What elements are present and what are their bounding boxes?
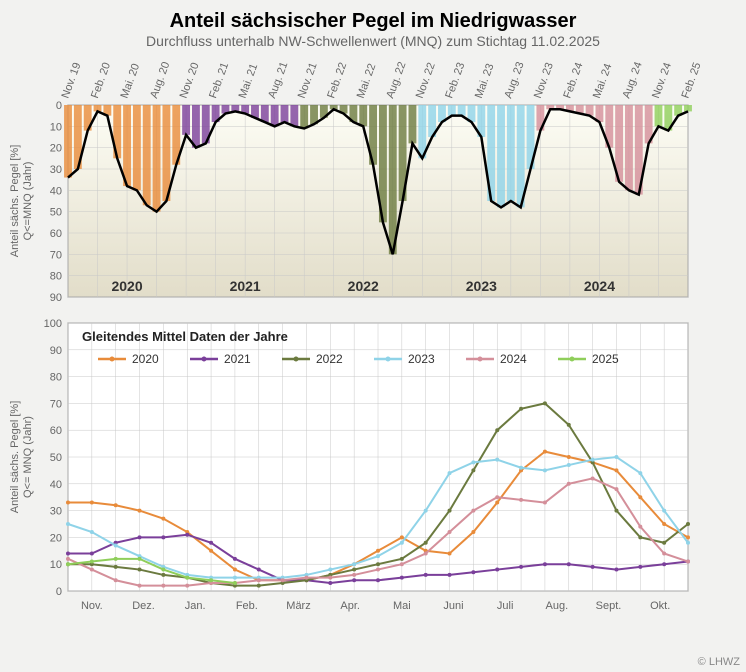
svg-text:90: 90 <box>50 345 62 357</box>
svg-text:Nov. 21: Nov. 21 <box>296 61 320 100</box>
svg-text:80: 80 <box>50 271 62 283</box>
svg-text:30: 30 <box>50 506 62 518</box>
svg-text:2025: 2025 <box>592 352 619 366</box>
svg-text:40: 40 <box>50 185 62 197</box>
svg-text:2021: 2021 <box>230 278 261 294</box>
svg-text:80: 80 <box>50 372 62 384</box>
svg-text:2022: 2022 <box>316 352 343 366</box>
svg-text:90: 90 <box>50 292 62 304</box>
svg-text:2020: 2020 <box>111 278 142 294</box>
svg-text:Sept.: Sept. <box>596 600 622 612</box>
svg-text:2024: 2024 <box>500 352 527 366</box>
svg-text:Nov. 20: Nov. 20 <box>178 61 202 100</box>
svg-text:März: März <box>286 600 310 612</box>
svg-text:40: 40 <box>50 479 62 491</box>
svg-text:Anteil sächs. Pegel [%]: Anteil sächs. Pegel [%] <box>9 145 21 258</box>
svg-text:Aug. 22: Aug. 22 <box>384 60 408 100</box>
svg-text:10: 10 <box>50 559 62 571</box>
svg-text:20: 20 <box>50 143 62 155</box>
svg-text:2023: 2023 <box>466 278 497 294</box>
svg-text:70: 70 <box>50 249 62 261</box>
svg-text:Mai: Mai <box>393 600 411 612</box>
svg-text:Mai. 23: Mai. 23 <box>473 62 497 100</box>
svg-text:Feb. 20: Feb. 20 <box>89 61 113 100</box>
svg-text:Mai. 20: Mai. 20 <box>119 62 143 100</box>
chart-title: Anteil sächsischer Pegel im Niedrigwasse… <box>0 0 746 33</box>
svg-text:70: 70 <box>50 398 62 410</box>
svg-text:Nov. 22: Nov. 22 <box>414 61 438 100</box>
svg-text:60: 60 <box>50 228 62 240</box>
svg-text:Aug. 20: Aug. 20 <box>148 60 172 100</box>
svg-text:Juni: Juni <box>443 600 463 612</box>
svg-text:Feb. 24: Feb. 24 <box>561 61 585 100</box>
svg-text:2024: 2024 <box>584 278 615 294</box>
svg-text:Aug.: Aug. <box>546 600 569 612</box>
svg-text:Q<=MNQ (Jahr): Q<=MNQ (Jahr) <box>22 162 34 241</box>
svg-text:Feb. 22: Feb. 22 <box>325 61 349 100</box>
svg-text:0: 0 <box>56 586 62 598</box>
svg-text:Dez.: Dez. <box>132 600 155 612</box>
svg-text:Mai. 24: Mai. 24 <box>591 62 615 100</box>
svg-text:Anteil sächs. Pegel [%]: Anteil sächs. Pegel [%] <box>9 401 21 514</box>
svg-text:Q<= MNQ (Jahr): Q<= MNQ (Jahr) <box>22 416 34 498</box>
svg-text:100: 100 <box>44 318 62 330</box>
svg-text:Feb.: Feb. <box>236 600 258 612</box>
svg-text:Apr.: Apr. <box>340 600 360 612</box>
svg-text:Mai. 21: Mai. 21 <box>237 62 261 100</box>
svg-text:Nov. 24: Nov. 24 <box>650 61 674 100</box>
bottom-chart: 0 10 20 30 40 50 60 70 80 90 100 Nov. Dez. Jan. Feb. Mä… <box>0 309 746 619</box>
svg-text:Feb. 21: Feb. 21 <box>207 61 231 100</box>
svg-text:20: 20 <box>50 532 62 544</box>
svg-text:2020: 2020 <box>132 352 159 366</box>
svg-text:Juli: Juli <box>497 600 514 612</box>
svg-text:50: 50 <box>50 207 62 219</box>
svg-text:Nov. 23: Nov. 23 <box>532 61 556 100</box>
svg-text:Aug. 24: Aug. 24 <box>620 60 644 100</box>
svg-text:Feb. 23: Feb. 23 <box>443 61 467 100</box>
svg-text:60: 60 <box>50 425 62 437</box>
chart-subtitle: Durchfluss unterhalb NW-Schwellenwert (M… <box>0 33 746 49</box>
svg-text:Nov. 19: Nov. 19 <box>60 61 84 100</box>
svg-text:50: 50 <box>50 452 62 464</box>
svg-text:2023: 2023 <box>408 352 435 366</box>
svg-text:Feb. 25: Feb. 25 <box>680 61 700 100</box>
svg-text:0: 0 <box>56 100 62 112</box>
top-chart: 0 10 20 30 40 50 60 70 80 90 Nov. 19Feb. 20Mai. 20… <box>0 49 746 309</box>
svg-text:30: 30 <box>50 164 62 176</box>
svg-text:Nov.: Nov. <box>81 600 103 612</box>
svg-text:Okt.: Okt. <box>650 600 670 612</box>
svg-text:Aug. 23: Aug. 23 <box>502 60 526 100</box>
svg-text:Jan.: Jan. <box>185 600 206 612</box>
svg-text:Mai. 22: Mai. 22 <box>355 62 379 100</box>
svg-text:2021: 2021 <box>224 352 251 366</box>
svg-text:Gleitendes Mittel Daten der Ja: Gleitendes Mittel Daten der Jahre <box>82 329 288 344</box>
svg-text:10: 10 <box>50 121 62 133</box>
svg-text:Aug. 21: Aug. 21 <box>266 60 290 100</box>
svg-text:2022: 2022 <box>348 278 379 294</box>
credit-label: © LHWZ <box>698 656 740 668</box>
